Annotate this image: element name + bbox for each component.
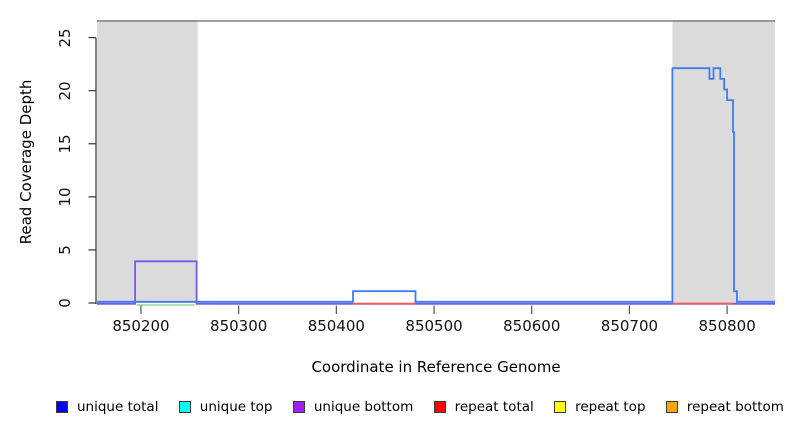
legend: unique total unique top unique bottom repea…: [56, 396, 784, 418]
legend-swatch-icon: [433, 401, 446, 413]
legend-swatch-icon: [56, 401, 68, 413]
y-tick-label: 20: [56, 81, 74, 101]
legend-swatch-icon: [292, 401, 305, 413]
x-tick-label: 850300: [210, 317, 268, 335]
legend-swatch-icon: [554, 401, 567, 413]
legend-label: unique top: [199, 399, 273, 415]
legend-item: repeat total: [433, 399, 534, 415]
x-tick-label: 850700: [600, 317, 659, 335]
legend-item: unique top: [178, 399, 273, 415]
legend-label: repeat top: [575, 399, 646, 415]
legend-label: unique bottom: [313, 399, 414, 415]
y-axis-label: Read Coverage Depth: [17, 79, 35, 245]
legend-label: repeat total: [454, 399, 534, 415]
y-tick-label: 0: [56, 298, 74, 308]
y-tick-label: 5: [56, 245, 74, 255]
left-gray-region: [97, 20, 198, 303]
x-tick-label: 850800: [698, 317, 756, 335]
legend-item: repeat bottom: [665, 399, 784, 415]
y-tick-label: 25: [56, 28, 74, 48]
legend-label: unique total: [77, 399, 159, 415]
unique-total-line: [97, 67, 775, 303]
legend-item: unique total: [56, 399, 158, 415]
x-tick-label: 850400: [307, 317, 365, 335]
x-tick-label: 850500: [405, 317, 463, 335]
legend-label: repeat bottom: [686, 399, 784, 415]
legend-swatch-icon: [178, 401, 191, 413]
y-tick-label: 15: [56, 134, 74, 154]
x-axis-label: Coordinate in Reference Genome: [311, 358, 561, 376]
legend-item: unique bottom: [292, 399, 414, 415]
x-tick-label: 850200: [112, 317, 170, 335]
x-tick-label: 850600: [503, 317, 561, 335]
legend-item: repeat top: [554, 399, 646, 415]
legend-swatch-icon: [665, 401, 678, 413]
y-tick-label: 10: [56, 187, 74, 207]
unique-bottom-line: [97, 260, 775, 305]
right-gray-region: [672, 20, 775, 303]
